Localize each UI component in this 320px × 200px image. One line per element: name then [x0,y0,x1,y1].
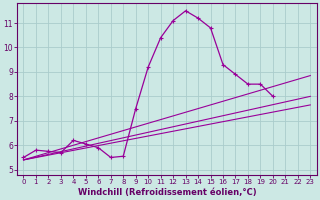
X-axis label: Windchill (Refroidissement éolien,°C): Windchill (Refroidissement éolien,°C) [77,188,256,197]
